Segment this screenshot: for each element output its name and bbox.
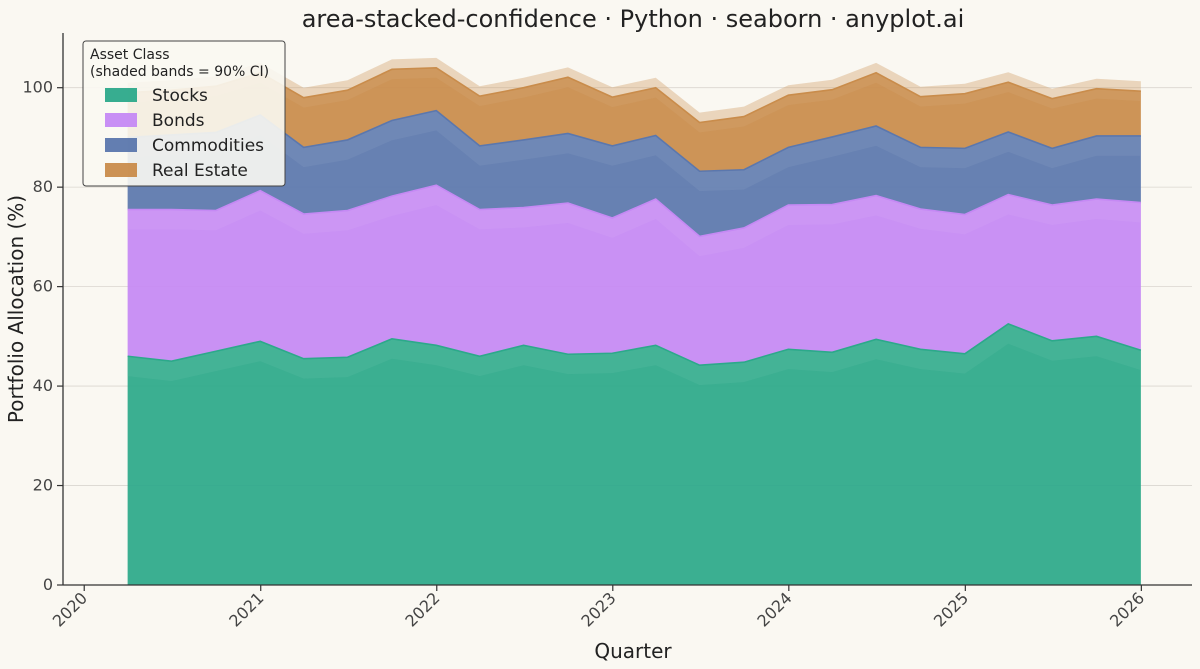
y-axis-label: Portfolio Allocation (%): [4, 195, 28, 423]
chart-title: area-stacked-confidence · Python · seabo…: [302, 5, 965, 33]
stacked-areas: [127, 67, 1141, 585]
y-tick-label-0: 0: [43, 575, 53, 594]
legend-title: Asset Class: [90, 47, 170, 63]
ci-band-real-estate: [127, 57, 1141, 133]
legend-label-commodities: Commodities: [152, 136, 264, 156]
ci-band-shade-commodities: [127, 110, 1141, 192]
y-tick-label-100: 100: [22, 78, 53, 97]
x-axis-label: Quarter: [594, 639, 672, 663]
series-line-commodities: [127, 109, 1141, 173]
area-real-estate: [127, 67, 1141, 172]
ci-band-stocks: [127, 323, 1141, 386]
ci-band-bonds: [127, 185, 1141, 257]
legend: Asset Class (shaded bands = 90% CI) Stoc…: [82, 40, 286, 187]
legend-swatch-bonds: [105, 113, 137, 127]
series-line-bonds: [127, 184, 1141, 238]
legend-label-stocks: Stocks: [152, 86, 208, 106]
y-tick-label-80: 80: [33, 177, 53, 196]
series-line-real-estate: [127, 67, 1141, 124]
y-tick-label-40: 40: [33, 376, 53, 395]
confidence-bands: [127, 57, 1142, 386]
axes: [62, 33, 1192, 586]
y-tick-label-60: 60: [33, 277, 53, 296]
legend-label-bonds: Bonds: [152, 111, 205, 131]
y-tick-label-20: 20: [33, 476, 53, 495]
legend-items: Stocks Bonds Commodities Real Estate: [105, 86, 264, 181]
ci-band-commodities: [127, 110, 1141, 192]
legend-swatch-real-estate: [105, 163, 137, 177]
legend-swatch-stocks: [105, 88, 137, 102]
legend-label-real-estate: Real Estate: [152, 161, 248, 181]
area-commodities: [127, 110, 1141, 237]
ci-band-shade-bonds: [127, 185, 1141, 257]
series-line-stocks: [127, 323, 1142, 367]
area-stocks: [127, 323, 1141, 585]
area-bonds: [127, 185, 1141, 366]
ci-band-shade-real-estate: [127, 57, 1141, 133]
legend-subtitle: (shaded bands = 90% CI): [90, 64, 269, 80]
ci-band-shade-stocks: [127, 323, 1141, 386]
legend-swatch-commodities: [105, 138, 137, 152]
